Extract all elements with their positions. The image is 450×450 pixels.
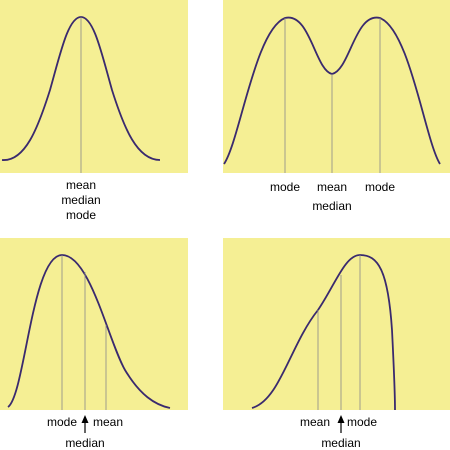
label-mode: mode — [347, 415, 377, 429]
right-skewed-curve — [7, 254, 171, 409]
panel-background — [0, 0, 188, 173]
median-arrowhead — [81, 415, 89, 423]
label-left-mode: mode — [270, 180, 300, 194]
label-mean: mean — [317, 180, 347, 194]
label-mean: mean — [300, 415, 330, 429]
median-arrowhead — [337, 415, 345, 423]
label-mode: mode — [66, 208, 96, 222]
panel-bimodal: mode mean mode median — [223, 0, 450, 213]
panel-background — [223, 0, 450, 173]
label-mean: mean — [66, 178, 96, 192]
label-median: median — [61, 193, 100, 207]
label-median: median — [321, 436, 360, 450]
label-mean: mean — [93, 415, 123, 429]
label-median: median — [65, 436, 104, 450]
label-mode: mode — [47, 415, 77, 429]
panel-left-skewed: mean mode median — [223, 238, 450, 450]
panel-symmetric: mean median mode — [0, 0, 188, 222]
panel-background — [0, 238, 188, 410]
panel-background — [223, 238, 450, 410]
label-right-mode: mode — [365, 180, 395, 194]
label-median: median — [312, 199, 351, 213]
panel-right-skewed: mode mean median — [0, 238, 188, 450]
